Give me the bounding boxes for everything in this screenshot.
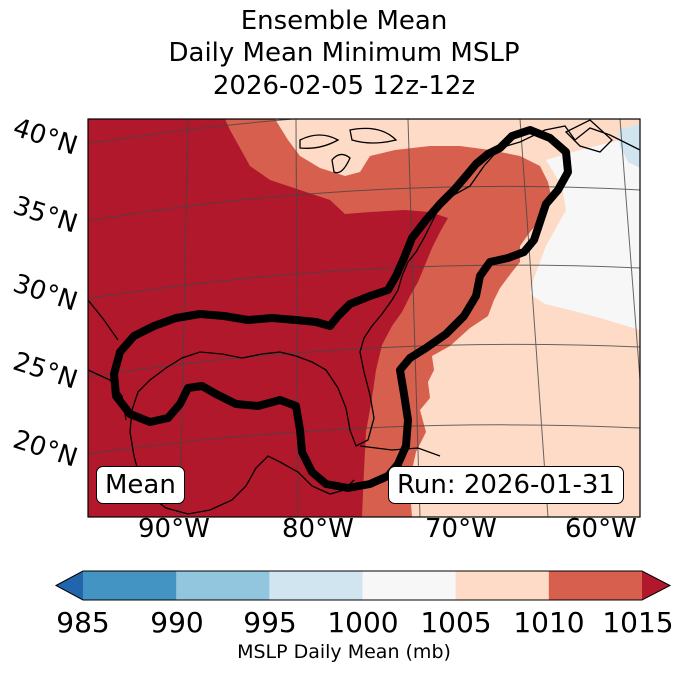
colorbar-tick: 1015 xyxy=(602,606,674,639)
colorbar-tick: 995 xyxy=(243,606,297,639)
lon-label-90w: 90°W xyxy=(138,514,210,544)
colorbar-tick: 985 xyxy=(56,606,110,639)
colorbar-outline xyxy=(54,570,672,601)
run-date-label: Run: 2026-01-31 xyxy=(388,466,624,504)
field-995-1000 xyxy=(618,124,640,168)
colorbar-bin xyxy=(548,571,643,600)
mean-label: Mean xyxy=(96,466,185,504)
lon-label-80w: 80°W xyxy=(282,514,354,544)
colorbar-tick: 1005 xyxy=(420,606,492,639)
colorbar-tick: 990 xyxy=(150,606,204,639)
colorbar-bin xyxy=(362,571,457,600)
colorbar-bin xyxy=(642,571,670,600)
mean-contour xyxy=(110,126,572,492)
colorbar-label: MSLP Daily Mean (mb) xyxy=(237,641,451,663)
colorbar xyxy=(54,570,672,601)
colorbar-bin xyxy=(455,571,550,600)
colorbar-tick: 1010 xyxy=(513,606,585,639)
colorbar-tick: 1000 xyxy=(327,606,399,639)
field-1000-1005 xyxy=(530,136,640,330)
field-1005-1010 xyxy=(275,119,640,517)
lon-label-70w: 70°W xyxy=(425,514,497,544)
title-line-1: Ensemble Mean xyxy=(240,6,448,36)
colorbar-bin xyxy=(56,571,83,600)
title-line-2: Daily Mean Minimum MSLP xyxy=(168,38,520,68)
title-line-3: 2026-02-05 12z-12z xyxy=(212,71,476,101)
lon-label-60w: 60°W xyxy=(565,514,637,544)
colorbar-bin xyxy=(269,571,363,600)
colorbar-bin xyxy=(176,571,270,600)
colorbar-bin xyxy=(83,571,177,600)
